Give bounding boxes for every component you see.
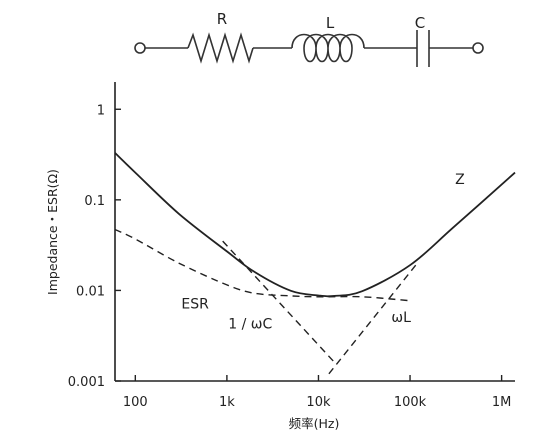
circuit-diagram: R L C bbox=[134, 10, 484, 67]
series-annotation-label: 1 / ωC bbox=[228, 316, 272, 332]
series-line-z bbox=[114, 152, 516, 298]
axes bbox=[114, 82, 515, 382]
y-tick-label: 0.01 bbox=[76, 284, 105, 299]
capacitor-label: C bbox=[415, 14, 425, 32]
series-layer bbox=[114, 152, 516, 375]
terminal-right bbox=[472, 42, 484, 54]
series-line-1-c bbox=[222, 240, 336, 363]
x-tick-label: 1M bbox=[492, 395, 512, 410]
x-tick-label: 1k bbox=[219, 395, 235, 410]
inductor-symbol bbox=[291, 33, 365, 63]
inductor-label: L bbox=[326, 14, 335, 32]
y-axis-title: Impedance・ESR(Ω) bbox=[45, 169, 60, 295]
x-tick-label: 100 bbox=[123, 395, 148, 410]
x-ticks: 100 1k 10k 100k 1M bbox=[123, 375, 511, 410]
terminal-left bbox=[134, 42, 146, 54]
annotation-layer: Z ESR 1 / ωC ωL bbox=[181, 172, 464, 333]
x-axis-title: 频率(Hz) bbox=[289, 416, 340, 431]
resistor-label: R bbox=[217, 10, 227, 28]
y-tick-label: 0.001 bbox=[68, 375, 105, 390]
y-ticks: 1 0.1 0.01 0.001 bbox=[68, 103, 121, 390]
y-tick-label: 0.1 bbox=[84, 194, 105, 209]
resistor-symbol bbox=[187, 32, 254, 64]
x-tick-label: 100k bbox=[394, 395, 427, 410]
x-tick-label: 10k bbox=[306, 395, 331, 410]
series-annotation-label: ESR bbox=[181, 297, 209, 313]
series-annotation-label: Z bbox=[455, 172, 465, 188]
y-tick-label: 1 bbox=[97, 103, 105, 118]
series-annotation-label: ωL bbox=[391, 310, 411, 326]
